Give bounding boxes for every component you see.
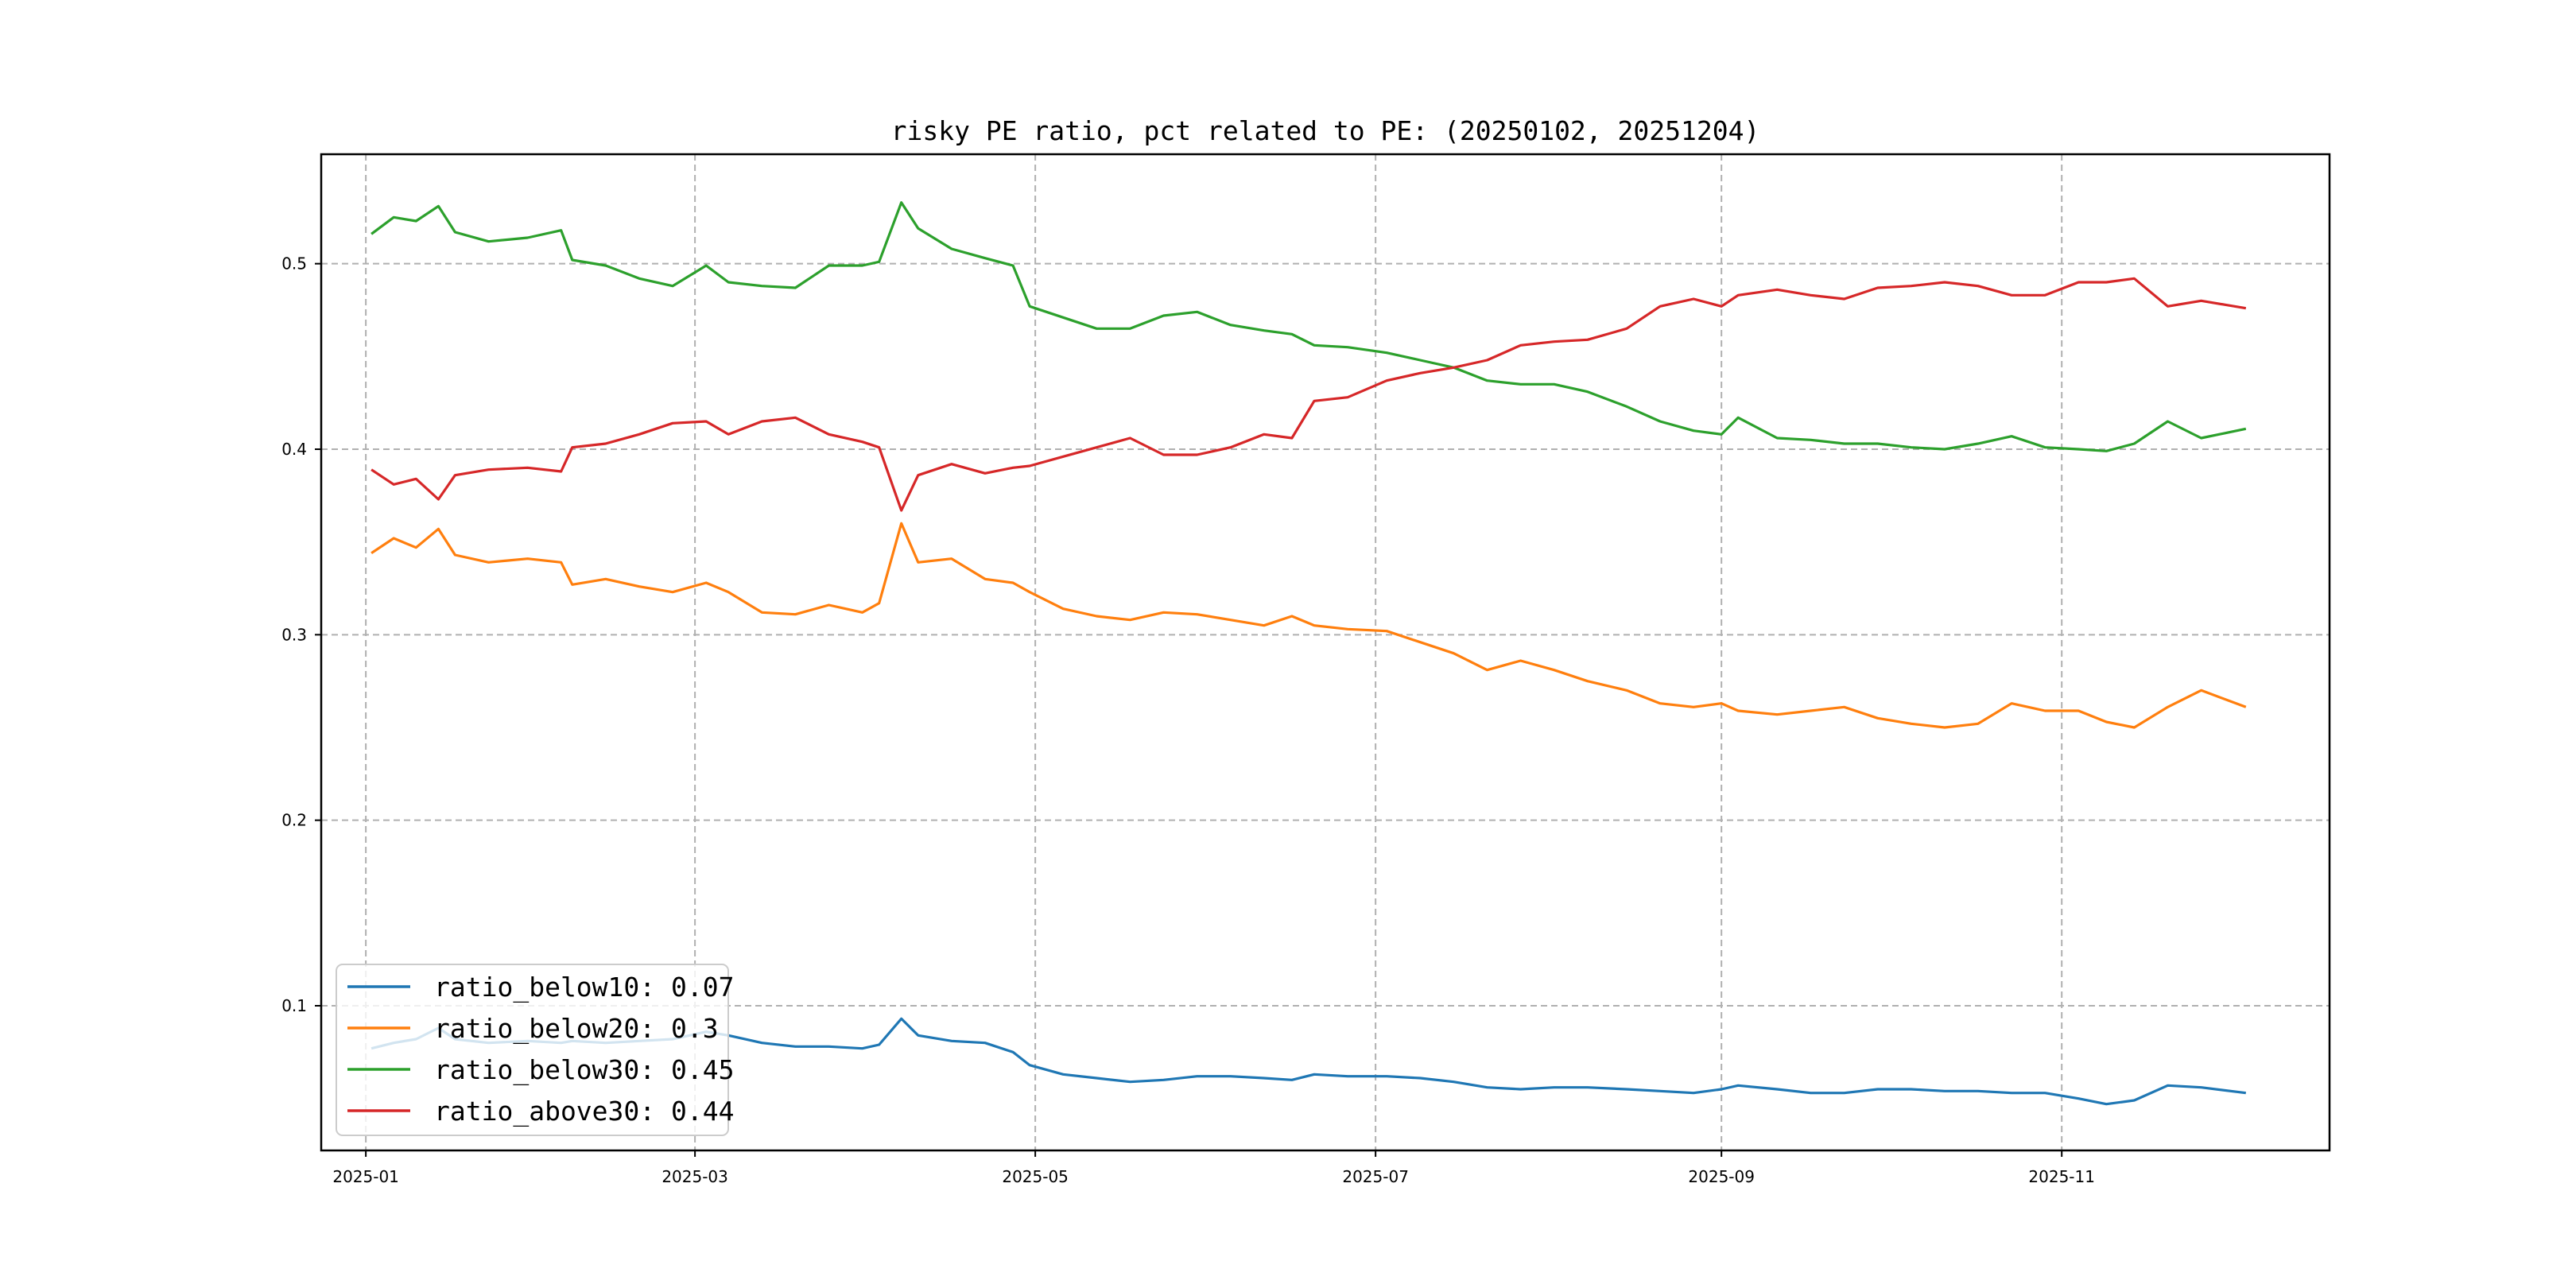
y-axis: 0.1 0.2 0.3 0.4 0.5 [281,254,321,1015]
y-tick-label: 0.5 [281,254,307,274]
legend-box [336,964,729,1136]
y-tick-label: 0.3 [281,625,307,644]
y-tick-label: 0.2 [281,811,307,830]
x-tick-label: 2025-09 [1688,1167,1755,1186]
legend-label: ratio_below10: 0.07 [434,972,735,1003]
legend: ratio_below10: 0.07 ratio_below20: 0.3 rat… [336,964,735,1136]
x-tick-label: 2025-03 [661,1167,728,1186]
series-line-ratio-below20 [370,522,2247,729]
grid-lines [321,154,2330,1150]
chart-title: risky PE ratio, pct related to PE: (2025… [891,115,1760,146]
y-tick-label: 0.4 [281,440,307,459]
x-tick-label: 2025-11 [2028,1167,2095,1186]
y-tick-label: 0.1 [281,996,307,1015]
x-tick-label: 2025-01 [332,1167,399,1186]
series-line-ratio-above30 [370,277,2247,512]
plot-frame [320,153,2331,1152]
x-axis: 2025-01 2025-03 2025-05 2025-07 2025-09 2025-… [332,1150,2095,1186]
x-tick-label: 2025-07 [1342,1167,1409,1186]
legend-label: ratio_below30: 0.45 [434,1054,735,1086]
legend-label: ratio_above30: 0.44 [434,1096,735,1127]
x-tick-label: 2025-05 [1002,1167,1069,1186]
legend-label: ratio_below20: 0.3 [434,1013,719,1045]
series-line-ratio-below30 [370,201,2247,452]
